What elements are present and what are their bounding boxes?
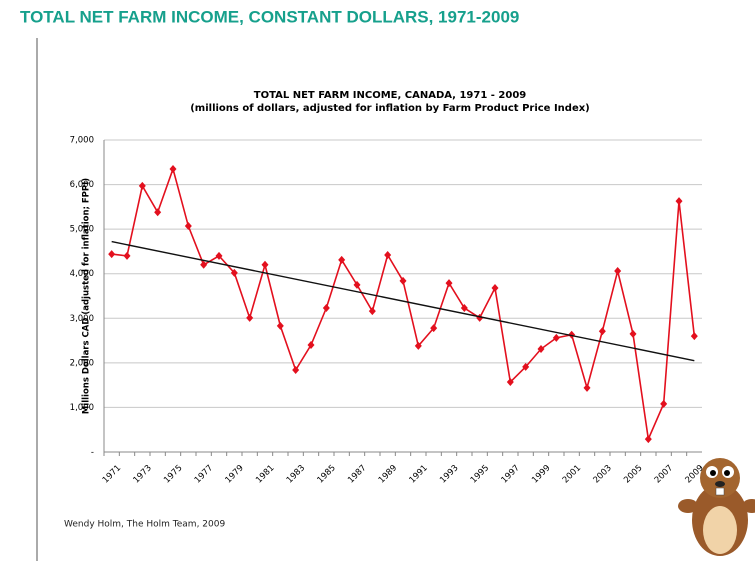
data-point (630, 330, 637, 338)
x-tick-label: 1991 (408, 463, 430, 485)
x-tick-label: 1997 (500, 463, 522, 485)
data-point (492, 284, 499, 292)
x-tick-label: 1977 (193, 463, 215, 485)
data-point (660, 400, 667, 408)
data-point (108, 250, 115, 258)
x-tick-label: 1971 (101, 463, 123, 485)
chart-title: TOTAL NET FARM INCOME, CANADA, 1971 - 20… (254, 90, 527, 101)
data-point (691, 332, 698, 340)
y-tick-label: 7,000 (70, 136, 94, 146)
y-tick-label: - (91, 448, 94, 458)
data-point (676, 197, 683, 205)
data-point (200, 261, 207, 269)
y-tick-label: 6,000 (70, 180, 94, 190)
y-axis-label: Millions Dollars CAD (adjusted for infla… (82, 178, 92, 414)
x-tick-label: 2005 (622, 463, 644, 485)
x-tick-label: 1975 (162, 463, 184, 485)
data-point (277, 322, 284, 330)
x-tick-label: 1987 (346, 463, 368, 485)
trend-line (112, 242, 695, 361)
data-point (599, 327, 606, 335)
x-tick-label: 2003 (592, 463, 614, 485)
data-point (645, 435, 652, 443)
x-tick-label: 2001 (561, 463, 583, 485)
x-tick-label: 1973 (132, 463, 154, 485)
chart-subtitle: (millions of dollars, adjusted for infla… (190, 103, 590, 114)
y-tick-label: 3,000 (70, 314, 94, 324)
x-tick-label: 1999 (530, 463, 552, 485)
data-point (170, 165, 177, 173)
series-line (112, 169, 695, 439)
x-tick-label: 1995 (469, 463, 491, 485)
data-point (124, 252, 131, 260)
x-tick-label: 1979 (224, 463, 246, 485)
data-point (323, 304, 330, 312)
y-tick-label: 1,000 (70, 403, 94, 413)
x-tick-label: 2007 (653, 463, 675, 485)
y-tick-label: 2,000 (70, 358, 94, 368)
data-point (584, 384, 591, 392)
data-point (246, 314, 253, 322)
y-tick-label: 5,000 (70, 225, 94, 235)
x-tick-label: 1993 (438, 463, 460, 485)
data-point (262, 261, 269, 269)
data-point (553, 334, 560, 342)
x-tick-label: 1983 (285, 463, 307, 485)
x-tick-label: 1989 (377, 463, 399, 485)
source-note: Wendy Holm, The Holm Team, 2009 (64, 520, 225, 530)
y-tick-label: 4,000 (70, 269, 94, 279)
slide: TOTAL NET FARM INCOME, CONSTANT DOLLARS,… (0, 0, 755, 561)
x-tick-label: 1985 (316, 463, 338, 485)
slide-title: TOTAL NET FARM INCOME, CONSTANT DOLLARS,… (20, 7, 519, 26)
x-tick-label: 1981 (254, 463, 276, 485)
